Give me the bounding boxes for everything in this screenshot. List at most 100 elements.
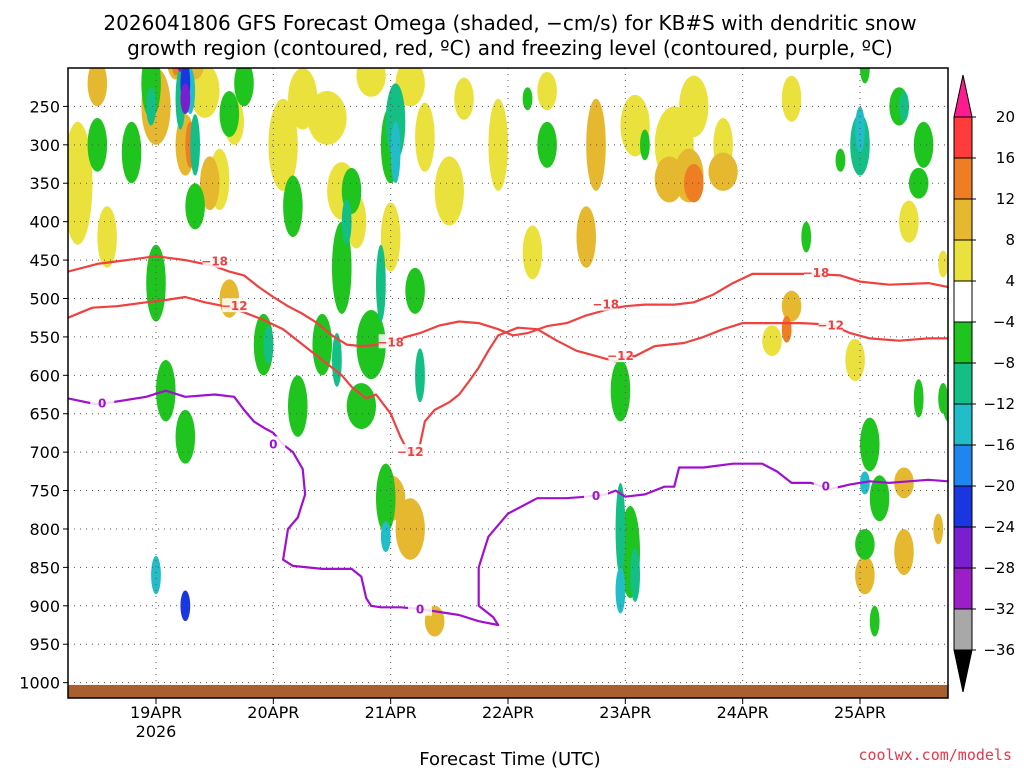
- omega-region-1-16: [855, 555, 875, 595]
- omega-region-3-15: [346, 383, 377, 430]
- contour-label-bg: [378, 334, 403, 349]
- colorbar-box-11: [953, 526, 973, 569]
- omega-region-3-32: [869, 475, 890, 522]
- x-tick-label-23APR: 23APR: [599, 703, 651, 722]
- colorbar-bottom-arrow: [953, 649, 973, 693]
- omega-region-3-12: [312, 313, 332, 376]
- contour-label-1-3: −12: [817, 318, 844, 332]
- chart-title-line-2: growth region (contoured, red, ºC) and f…: [127, 36, 893, 60]
- contour-label-bg: [813, 478, 838, 493]
- colorbar: 20 16 12 8 4 −4 −8 −12 −16 −20 −24 −28 −32 −36: [953, 74, 1015, 693]
- contour-label-0-1: −18: [377, 335, 404, 349]
- colorbar-box-13: [953, 608, 973, 651]
- contour-label-bg: [818, 317, 843, 332]
- y-axis: 250 300 350 400 450 500 550 600 650 700 750 800 850 9…: [19, 97, 68, 693]
- omega-region-4-5: [341, 198, 352, 245]
- omega-region-3-36: [855, 528, 875, 560]
- colorbar-box-5: [953, 280, 973, 323]
- y-tick-label-350: 350: [29, 174, 60, 193]
- omega-region-3-31: [860, 417, 880, 472]
- omega-region-3-0: [87, 117, 108, 172]
- omega-region-5-4: [615, 567, 626, 614]
- contour-label-bg: [398, 444, 423, 459]
- colorbar-box-4: [953, 239, 973, 282]
- omega-region-4-0: [146, 87, 156, 126]
- contour-label-1-1: −12: [397, 445, 424, 459]
- x-tick-sublabel: 2026: [136, 722, 177, 741]
- colorbar-label-5: −4: [993, 313, 1015, 331]
- y-tick-label-500: 500: [29, 289, 60, 308]
- omega-region-0-2: [190, 68, 220, 118]
- grid: [68, 68, 948, 698]
- x-tick-label-22APR: 22APR: [482, 703, 534, 722]
- credit-link[interactable]: coolwx.com/models: [858, 746, 1012, 764]
- omega-region-0-26: [762, 325, 782, 357]
- omega-region-3-27: [860, 68, 870, 84]
- y-tick-label-750: 750: [29, 482, 60, 501]
- contour-label-bg: [261, 436, 286, 451]
- y-tick-label-600: 600: [29, 366, 60, 385]
- contour-label-2-2: 0: [416, 603, 424, 617]
- omega-region-3-5: [175, 409, 196, 464]
- colorbar-label-13: −36: [983, 641, 1015, 659]
- omega-region-0-7: [307, 91, 347, 145]
- omega-region-0-21: [679, 75, 709, 138]
- contour-label-0-3: −18: [803, 266, 830, 280]
- contour-line-1: [68, 295, 948, 458]
- y-tick-label-300: 300: [29, 136, 60, 155]
- omega-region-2-0: [171, 68, 180, 76]
- colorbar-box-2: [953, 157, 973, 200]
- omega-region-0-11: [380, 202, 401, 272]
- y-tick-label-850: 850: [29, 558, 60, 577]
- contour-label-bg: [408, 601, 432, 616]
- colorbar-label-8: −16: [983, 436, 1015, 454]
- colorbar-label-2: 12: [996, 190, 1015, 208]
- omega-region-1-15: [781, 290, 802, 322]
- colorbar-label-1: 16: [996, 149, 1015, 167]
- colorbar-label-3: 8: [1005, 231, 1015, 249]
- y-tick-label-650: 650: [29, 405, 60, 424]
- x-axis-label: Forecast Time (UTC): [419, 749, 600, 768]
- omega-region-5-5: [855, 106, 865, 153]
- colorbar-box-9: [953, 444, 973, 487]
- omega-region-3-22: [610, 359, 631, 422]
- omega-region-3-13: [332, 221, 352, 314]
- colorbar-box-6: [953, 321, 973, 364]
- omega-region-5-2: [390, 121, 401, 184]
- colorbar-box-12: [953, 567, 973, 610]
- contour-label-bg: [90, 395, 115, 410]
- contours: −18 −18 −18 −18 −12 −12 −12 −12 0 0 0 0 0: [68, 253, 948, 627]
- omega-region-3-33: [913, 379, 924, 418]
- omega-region-0-23: [781, 75, 802, 122]
- plot-frame: [67, 67, 949, 699]
- y-tick-label-950: 950: [29, 635, 60, 654]
- contour-label-bg: [608, 348, 633, 363]
- omega-region-0-10: [356, 68, 386, 97]
- contour-label-1-0: −12: [221, 299, 248, 313]
- ground-bar: [68, 684, 948, 698]
- contour-label-bg: [584, 487, 608, 502]
- colorbar-box-1: [953, 116, 973, 159]
- y-tick-label-450: 450: [29, 251, 60, 270]
- omega-region-3-20: [522, 87, 533, 111]
- omega-region-3-26: [835, 148, 846, 172]
- y-tick-label-900: 900: [29, 597, 60, 616]
- omega-region-1-10: [576, 206, 596, 268]
- omega-region-7-0: [180, 83, 191, 115]
- omega-region-4-2: [190, 114, 200, 176]
- omega-region-3-19: [405, 267, 425, 314]
- omega-region-2-2: [684, 164, 704, 203]
- omega-region-0-17: [522, 225, 543, 280]
- colorbar-box-7: [953, 362, 973, 405]
- chart-title-line-1: 2026041806 GFS Forecast Omega (shaded, −…: [103, 11, 916, 35]
- omega-region-3-7: [219, 91, 240, 138]
- y-tick-label-800: 800: [29, 520, 60, 539]
- colorbar-label-0: 20: [996, 108, 1015, 126]
- omega-region-4-6: [376, 244, 386, 322]
- colorbar-label-6: −8: [993, 354, 1015, 372]
- colorbar-label-4: 4: [1005, 272, 1015, 290]
- omega-region-3-1: [121, 121, 142, 184]
- omega-region-4-3: [263, 325, 274, 364]
